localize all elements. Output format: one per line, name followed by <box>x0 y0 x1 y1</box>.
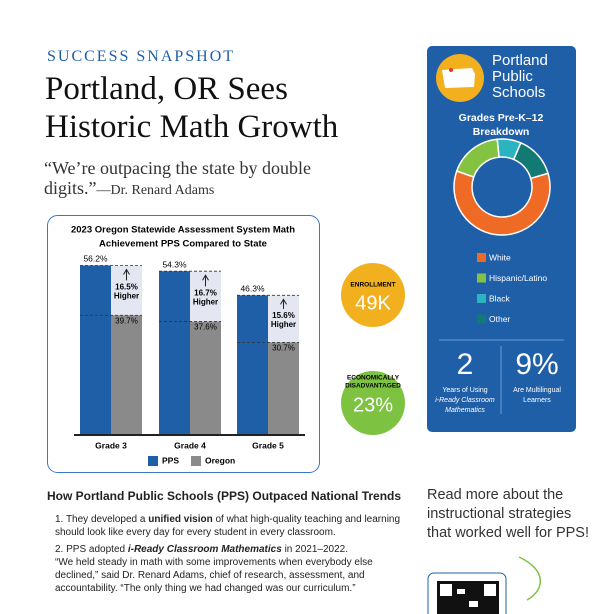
legend-swatch <box>191 456 201 466</box>
logo-state <box>442 68 475 88</box>
item-text: They developed a <box>65 514 149 525</box>
stat-value: 49K <box>355 292 391 314</box>
donut-title: Grades Pre-K–12 <box>459 112 544 124</box>
arrow-head <box>202 274 209 281</box>
chart-title: 2023 Oregon Statewide Assessment System … <box>71 225 295 236</box>
bar <box>268 342 299 435</box>
legend-swatch <box>148 456 158 466</box>
fact-label: i-Ready Classroom <box>435 397 495 404</box>
value-label: 37.6% <box>194 323 217 332</box>
district-name: Public <box>492 68 533 85</box>
fact-label: Are Multilingual <box>513 387 561 394</box>
stat-label: ENROLLMENT <box>350 282 395 289</box>
value-label: 46.3% <box>240 284 265 294</box>
quote-attribution: —Dr. Renard Adams <box>96 183 215 198</box>
legend-label: Oregon <box>205 455 235 465</box>
panel-bg <box>427 46 576 432</box>
x-tick-label: Grade 3 <box>95 440 127 450</box>
section: How Portland Public Schools (PPS) Outpac… <box>47 489 417 599</box>
item-number: 1. <box>55 514 64 525</box>
legend-swatch <box>477 314 486 324</box>
item-text: of what high-quality teaching and learni… <box>55 514 401 538</box>
fact-label: Learners <box>523 397 551 404</box>
fact-label: Years of Using <box>442 387 487 394</box>
district-panel: Portland Public Schools Grades Pre-K–12 … <box>427 46 576 432</box>
value-label: 56.2% <box>83 254 108 264</box>
list-item: 1. They developed a unified vision of wh… <box>51 513 417 539</box>
title: Portland, OR Sees Historic Math Growth <box>45 70 338 146</box>
donut-slice <box>453 170 551 236</box>
list-item: 2. PPS adopted i-Ready Classroom Mathema… <box>51 543 417 595</box>
arrow-head <box>123 268 130 275</box>
legend-label: Hispanic/Latino <box>489 273 547 283</box>
item-number: 2. <box>55 544 64 555</box>
difference-label: 15.6% <box>272 311 295 320</box>
arrow-head <box>280 298 287 305</box>
stats: ENROLLMENT 49K ECONOMICALLY DISADVANTAGE… <box>341 263 405 435</box>
bar <box>159 271 190 435</box>
difference-label: Higher <box>114 291 139 300</box>
qr-bit <box>469 601 478 607</box>
value-label: 39.7% <box>115 316 138 325</box>
difference-label: Higher <box>193 297 218 306</box>
x-tick-label: Grade 4 <box>174 440 206 450</box>
difference-label: 16.7% <box>194 288 217 297</box>
legend-label: Other <box>489 314 510 324</box>
legend-swatch <box>477 294 486 303</box>
quote: “We’re outpacing the state by double dig… <box>44 158 364 201</box>
difference-label: 16.5% <box>115 282 138 291</box>
stat-circle <box>341 263 405 327</box>
stat-label: DISADVANTAGED <box>345 383 401 390</box>
bar <box>237 295 268 435</box>
kicker: SUCCESS SNAPSHOT <box>47 48 236 65</box>
qr-eye <box>440 584 452 596</box>
donut-slice <box>455 138 500 178</box>
value-label: 54.3% <box>162 259 187 269</box>
fact-label: Mathematics <box>445 407 485 414</box>
stat-label: ECONOMICALLY <box>347 375 400 382</box>
item-text: in 2021–2022. <box>281 544 348 555</box>
item-bold: unified vision <box>148 514 213 525</box>
legend-swatch <box>477 253 486 262</box>
legend-label: White <box>489 252 511 262</box>
item-bold: i-Ready Classroom Mathematics <box>127 544 282 555</box>
title-line: Portland, OR Sees <box>45 71 288 107</box>
qr-area <box>427 556 542 614</box>
legend-swatch <box>477 273 486 283</box>
legend-label: PPS <box>162 455 179 465</box>
district-name: Portland <box>492 52 548 69</box>
item-text: PPS adopted <box>66 544 128 555</box>
fact-value: 2 <box>457 348 474 381</box>
qr-bit <box>457 589 465 594</box>
bar <box>80 265 111 435</box>
chart-title: Achievement PPS Compared to State <box>99 239 267 250</box>
bar <box>111 315 142 435</box>
quote-text: “We’re outpacing the state by double dig… <box>44 158 311 198</box>
item-quote: “We held steady in math with some improv… <box>55 557 373 594</box>
arrow <box>518 556 542 601</box>
x-tick-label: Grade 5 <box>252 440 284 450</box>
section-title: How Portland Public Schools (PPS) Outpac… <box>47 489 402 503</box>
logo-dot <box>449 68 453 72</box>
qr-eye <box>484 584 496 596</box>
difference-label: Higher <box>271 320 296 329</box>
fact-value: 9% <box>515 348 558 381</box>
bar <box>190 321 221 435</box>
stat-circle <box>341 371 405 435</box>
district-name: Schools <box>492 84 545 101</box>
legend-label: Black <box>489 293 511 303</box>
donut-title: Breakdown <box>473 126 530 138</box>
bar-chart: 2023 Oregon Statewide Assessment System … <box>47 215 320 473</box>
sidebar-text: Read more about the instructional strate… <box>427 487 589 541</box>
title-line: Historic Math Growth <box>45 109 339 145</box>
stat-value: 23% <box>353 394 393 416</box>
value-label: 30.7% <box>272 343 295 352</box>
